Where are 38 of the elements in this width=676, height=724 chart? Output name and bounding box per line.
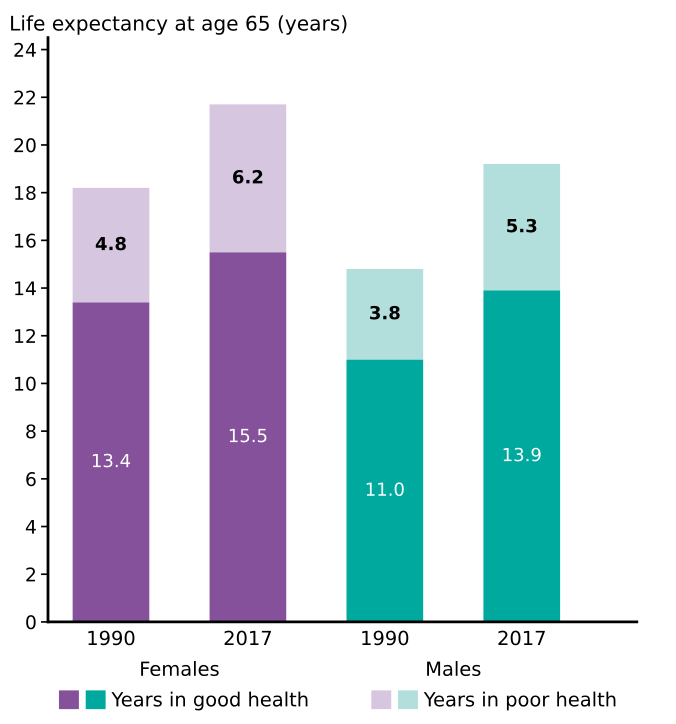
y-tick-label: 18: [15, 186, 36, 200]
y-axis-title: Life expectancy at age 65 (years): [11, 15, 346, 35]
y-tick-label: 20: [14, 138, 36, 152]
y-tick-label: 16: [15, 234, 36, 248]
bar: [72, 188, 150, 302]
bar: [210, 252, 286, 622]
data-label: 4.8: [96, 236, 126, 250]
bar: [483, 164, 560, 290]
y-tick-label: 14: [15, 282, 36, 296]
y-tick-label: 12: [15, 328, 36, 343]
legend-label: Years in poor health: [424, 692, 616, 710]
x-tick-label: 2017: [498, 630, 545, 646]
data-label: 3.8: [370, 306, 400, 320]
bar: [346, 360, 424, 622]
y-tick-label: 8: [26, 424, 36, 439]
data-label: 11.0: [366, 482, 404, 496]
y-tick-label: 22: [14, 90, 36, 104]
bar: [483, 290, 560, 622]
y-tick-label: 0: [26, 615, 36, 630]
x-tick-label: 1990: [362, 630, 408, 646]
x-tick-label: 2017: [224, 630, 271, 646]
y-tick-label: 2: [26, 567, 36, 582]
data-label: 5.3: [507, 218, 536, 232]
y-tick-label: 4: [26, 520, 36, 534]
bar: [72, 302, 150, 622]
text: Males: [427, 661, 480, 676]
data-label: 6.2: [233, 170, 262, 184]
data-label: 13.4: [92, 454, 130, 468]
data-label: 13.9: [504, 448, 541, 462]
text: Females: [141, 661, 219, 676]
bar: [210, 104, 286, 252]
x-tick-label: 1990: [88, 630, 134, 646]
y-tick-label: 24: [14, 42, 36, 57]
bar: [346, 268, 424, 360]
data-label: 15.5: [230, 428, 266, 442]
y-tick-label: 6: [26, 472, 36, 486]
y-tick-label: 10: [15, 376, 36, 391]
legend-label: Years in good health: [111, 692, 308, 710]
